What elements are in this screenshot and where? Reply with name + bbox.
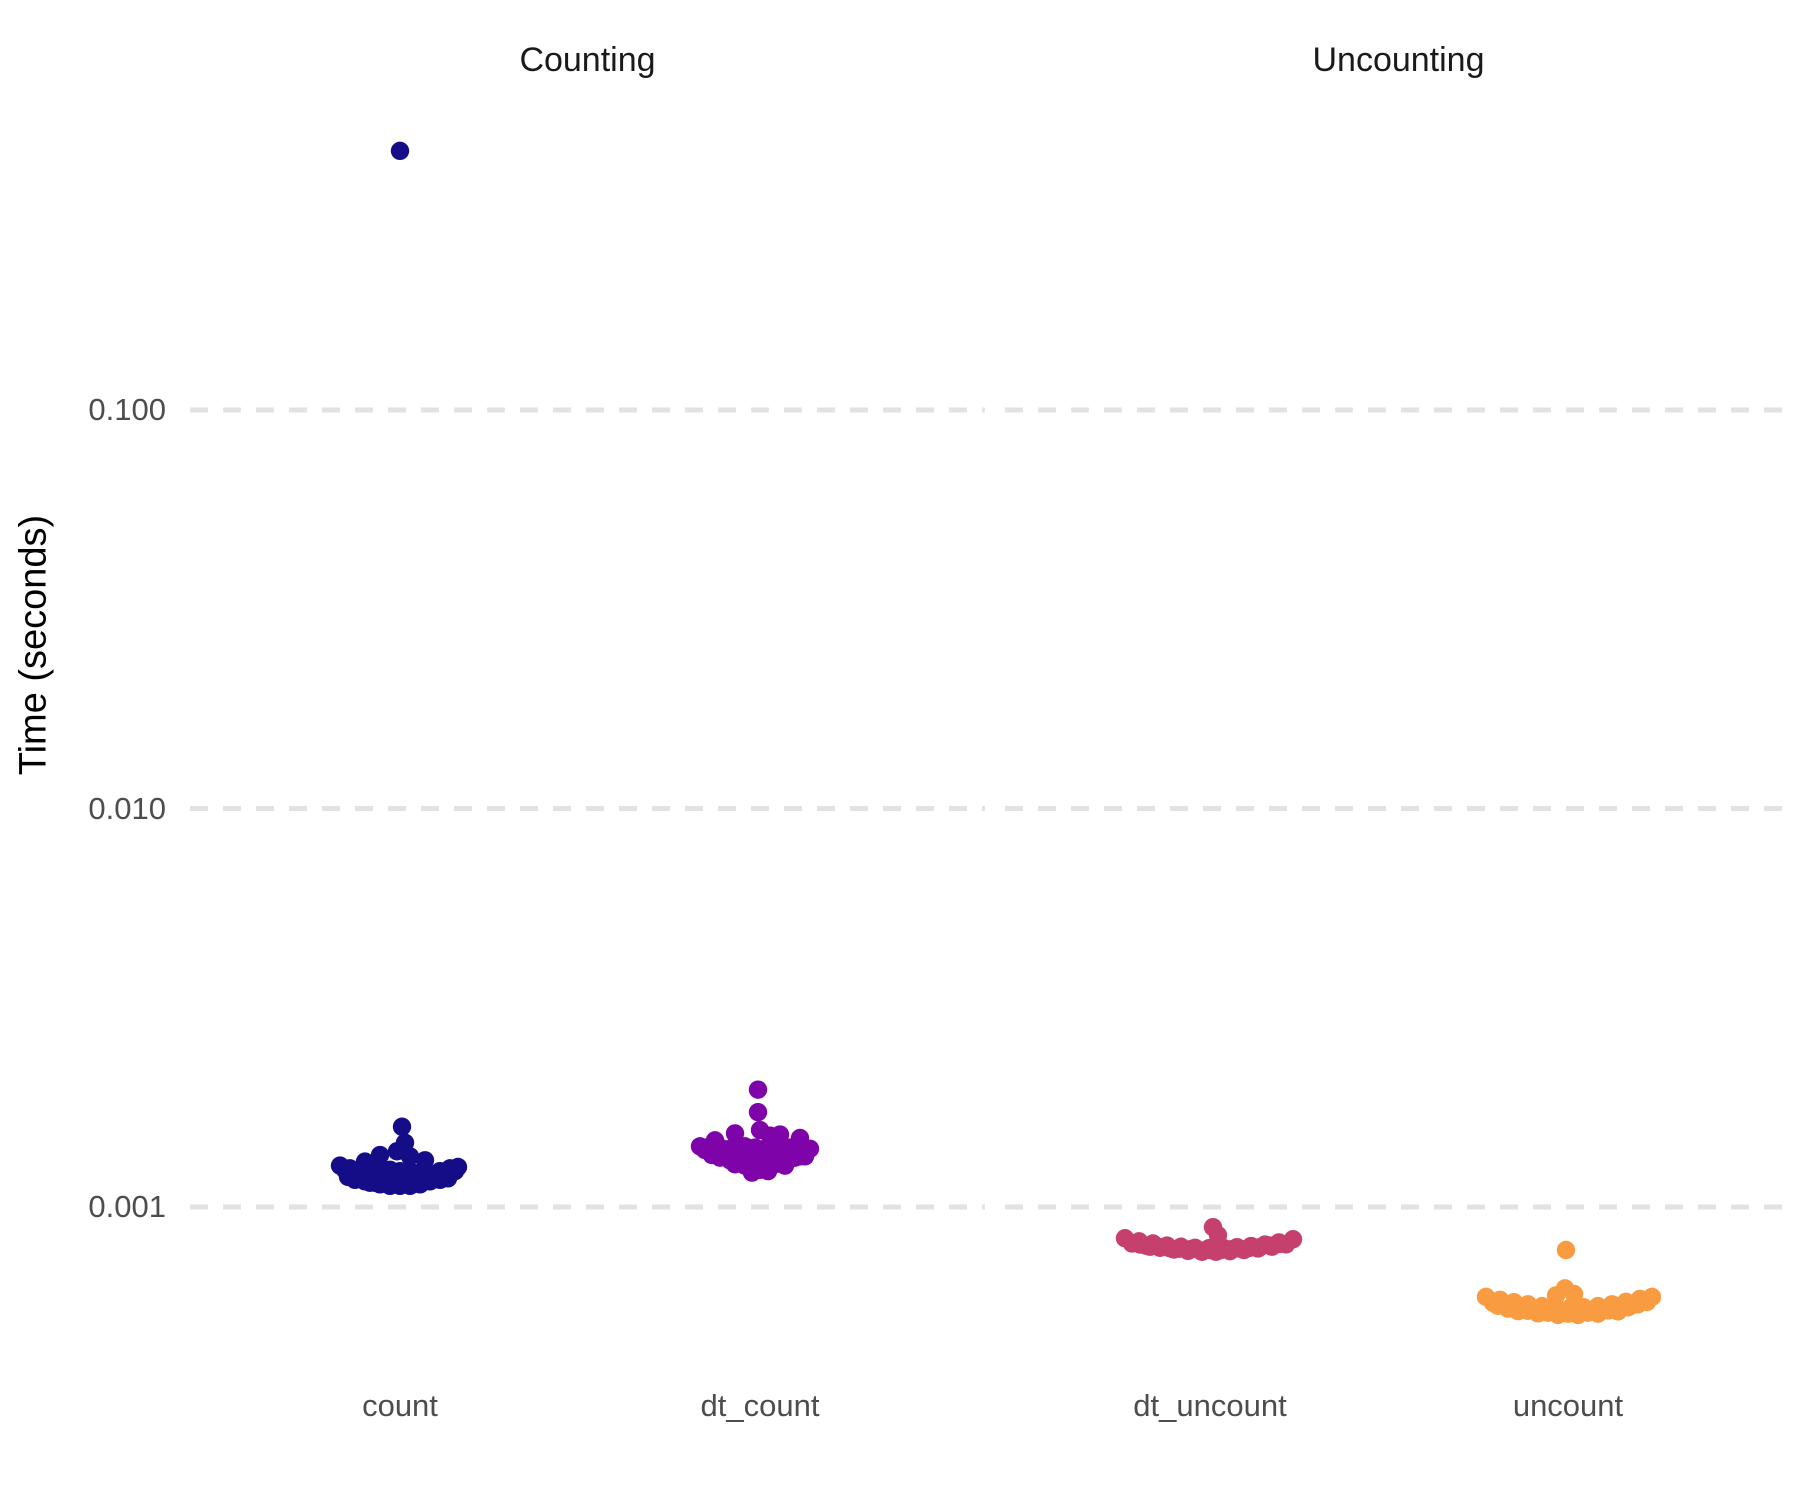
data-point-count (390, 141, 410, 161)
data-point-dt_count (758, 1161, 778, 1181)
y-axis-title: Time (seconds) (12, 514, 55, 776)
data-point-dt_uncount (1208, 1225, 1228, 1245)
data-point-dt_count (725, 1124, 745, 1143)
data-point-dt_count (748, 1080, 768, 1099)
data-point-dt_uncount (1270, 1234, 1290, 1254)
x-category-label-count: count (362, 1388, 438, 1423)
data-point-uncount (1628, 1295, 1648, 1314)
facet-title-counting: Counting (519, 41, 656, 79)
x-category-label-uncount: uncount (1512, 1388, 1624, 1423)
data-point-uncount (1556, 1240, 1576, 1260)
data-point-dt_count (742, 1163, 762, 1182)
data-point-count (438, 1169, 458, 1188)
data-point-count (370, 1145, 390, 1165)
data-point-dt_count (748, 1102, 768, 1122)
data-point-uncount (1546, 1286, 1566, 1305)
data-point-count (400, 1147, 420, 1166)
data-point-count (392, 1117, 412, 1136)
facet-title-uncounting: Uncounting (1312, 41, 1485, 79)
data-point-dt_count (795, 1147, 815, 1166)
x-category-label-dt_uncount: dt_uncount (1133, 1388, 1287, 1423)
data-point-uncount (1564, 1284, 1584, 1304)
y-tick-label: 0.100 (88, 392, 166, 427)
x-category-label-dt_count: dt_count (700, 1388, 820, 1423)
y-tick-label: 0.001 (88, 1189, 166, 1224)
y-tick-label: 0.010 (88, 790, 166, 826)
